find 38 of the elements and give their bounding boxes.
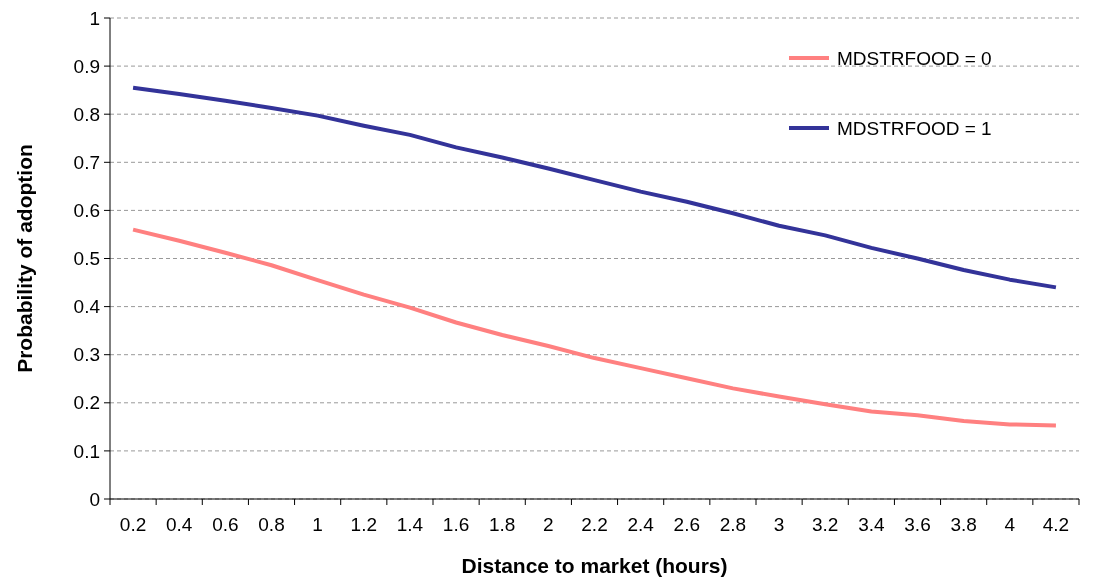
y-tick-label: 0.7	[73, 151, 100, 173]
legend-label: MDSTRFOOD = 0	[837, 47, 992, 69]
y-tick-label: 0	[89, 488, 100, 510]
x-tick-label: 1.4	[396, 514, 424, 535]
x-tick-label: 3.6	[904, 514, 931, 535]
x-tick-label: 0.2	[119, 514, 147, 535]
y-tick-label: 0.2	[73, 392, 100, 414]
x-tick-label: 1.6	[442, 514, 470, 535]
x-tick-label: 2.4	[627, 514, 655, 535]
y-tick-label: 0.8	[73, 103, 100, 125]
x-tick-label: 0.4	[166, 514, 193, 535]
line-series	[131, 85, 1058, 290]
y-tick-label: 0.5	[73, 248, 100, 270]
y-tick-label: 0.4	[73, 296, 101, 318]
x-tick-label: 2	[543, 514, 554, 535]
line-series	[131, 227, 1058, 428]
x-tick-label: 1.8	[489, 514, 516, 535]
x-axis-title: Distance to market (hours)	[461, 554, 728, 577]
y-tick-label: 1	[89, 7, 100, 29]
x-tick-label: 1	[312, 514, 323, 535]
x-tick-label: 3.4	[858, 514, 885, 535]
x-tick-label: 3	[773, 514, 785, 535]
x-tick-label: 3.2	[812, 514, 839, 535]
x-tick-label: 0.6	[212, 514, 239, 535]
legend-label: MDSTRFOOD = 1	[837, 117, 992, 139]
y-tick-label: 0.1	[73, 440, 100, 462]
x-tick-label: 1.2	[350, 514, 377, 535]
x-tick-label: 2.6	[673, 514, 700, 535]
y-tick-label: 0.9	[73, 55, 100, 77]
x-tick-label: 3.8	[950, 514, 977, 535]
x-tick-label: 2.8	[719, 514, 747, 535]
x-tick-label: 2.2	[581, 514, 608, 535]
y-axis-title: Probability of adoption	[13, 144, 36, 373]
y-tick-label: 0.3	[73, 344, 100, 366]
y-tick-label: 0.6	[73, 200, 100, 222]
x-tick-label: 4	[1004, 514, 1016, 535]
x-tick-label: 0.8	[258, 514, 285, 535]
x-tick-label: 4.2	[1042, 514, 1070, 535]
